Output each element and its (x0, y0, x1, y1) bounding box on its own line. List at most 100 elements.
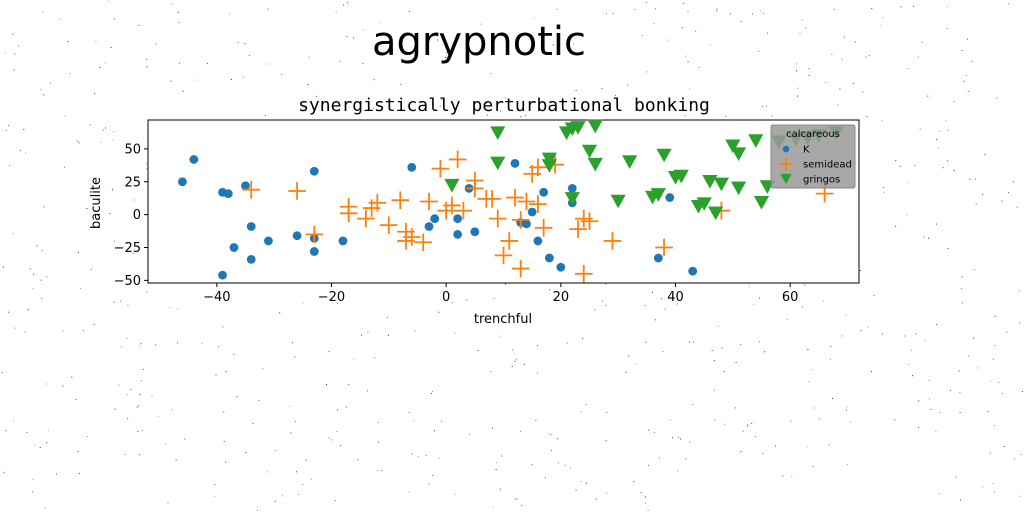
speckle-dot (652, 291, 653, 293)
speckle-dot (644, 502, 646, 504)
speckle-dot (854, 41, 856, 43)
speckle-dot (947, 129, 949, 131)
speckle-dot (146, 162, 148, 164)
speckle-dot (1021, 391, 1023, 392)
speckle-dot (998, 381, 1000, 383)
speckle-dot (386, 317, 388, 318)
speckle-dot (845, 409, 847, 411)
speckle-dot (959, 392, 961, 393)
speckle-dot (490, 370, 492, 372)
speckle-dot (14, 327, 16, 329)
speckle-dot (408, 11, 410, 12)
chart-title: synergistically perturbational bonking (298, 95, 710, 116)
speckle-dot (919, 128, 921, 130)
speckle-dot (806, 446, 808, 448)
speckle-dot (167, 502, 169, 504)
speckle-dot (959, 499, 961, 501)
speckle-dot (928, 237, 930, 239)
speckle-dot (949, 390, 951, 392)
speckle-dot (337, 409, 338, 411)
speckle-dot (408, 491, 410, 493)
speckle-dot (982, 486, 984, 488)
speckle-dot (557, 438, 558, 440)
speckle-dot (923, 236, 925, 238)
speckle-dot (492, 506, 494, 508)
speckle-dot (363, 29, 364, 31)
speckle-dot (740, 21, 742, 23)
speckle-dot (377, 422, 379, 424)
speckle-dot (846, 406, 848, 408)
speckle-dot (139, 345, 141, 347)
speckle-dot (112, 139, 114, 141)
speckle-dot (39, 447, 41, 449)
speckle-dot (20, 149, 21, 151)
speckle-dot (969, 178, 971, 180)
x-axis-ticks: −40 −20 0 20 40 60 (203, 283, 798, 305)
speckle-dot (170, 80, 172, 82)
speckle-dot (747, 425, 748, 427)
speckle-dot (499, 335, 501, 337)
speckle-dot (994, 345, 996, 347)
speckle-dot (713, 389, 715, 391)
speckle-dot (1019, 322, 1021, 324)
speckle-dot (12, 33, 14, 35)
data-point (673, 169, 689, 184)
speckle-dot (13, 69, 15, 71)
data-point (420, 192, 438, 211)
speckle-dot (378, 441, 380, 443)
speckle-dot (693, 341, 694, 343)
speckle-dot (865, 56, 867, 58)
speckle-dot (178, 62, 180, 64)
speckle-dot (438, 311, 440, 313)
speckle-dot (687, 10, 689, 12)
speckle-dot (275, 450, 277, 451)
speckle-dot (549, 289, 551, 291)
speckle-dot (882, 17, 884, 19)
speckle-dot (698, 66, 700, 68)
data-point (391, 191, 410, 209)
speckle-dot (628, 355, 630, 357)
speckle-dot (767, 32, 769, 34)
speckle-dot (274, 500, 276, 502)
data-point (533, 236, 543, 246)
speckle-dot (763, 12, 765, 14)
data-point (622, 155, 638, 169)
speckle-dot (762, 106, 764, 107)
speckle-dot (307, 84, 309, 86)
speckle-dot (946, 28, 948, 30)
data-point (470, 227, 480, 237)
speckle-dot (808, 74, 810, 76)
data-point (529, 195, 547, 213)
speckle-dot (100, 141, 102, 143)
data-point (713, 177, 729, 192)
speckle-dot (104, 62, 106, 64)
data-point (511, 259, 530, 278)
speckle-dot (859, 270, 861, 271)
y-tick-label: 25 (124, 175, 141, 190)
speckle-dot (725, 115, 727, 117)
data-point (665, 193, 675, 202)
speckle-dot (130, 389, 132, 391)
speckle-dot (499, 488, 501, 490)
speckle-dot (432, 475, 434, 477)
speckle-dot (146, 291, 148, 293)
speckle-dot (367, 331, 369, 333)
speckle-dot (50, 82, 51, 84)
speckle-dot (1002, 393, 1003, 394)
speckle-dot (196, 79, 198, 81)
speckle-dot (1019, 495, 1021, 497)
speckle-dot (445, 56, 446, 58)
speckle-dot (4, 52, 6, 54)
speckle-dot (146, 66, 148, 68)
speckle-dot (612, 13, 614, 15)
speckle-dot (112, 188, 113, 190)
legend-entry-label: K (803, 145, 810, 156)
speckle-dot (758, 50, 760, 52)
speckle-dot (938, 130, 940, 132)
speckle-dot (829, 358, 831, 360)
speckle-dot (374, 357, 376, 359)
speckle-dot (907, 68, 909, 70)
speckle-dot (668, 39, 670, 41)
speckle-dot (895, 225, 897, 227)
speckle-dot (807, 349, 809, 350)
